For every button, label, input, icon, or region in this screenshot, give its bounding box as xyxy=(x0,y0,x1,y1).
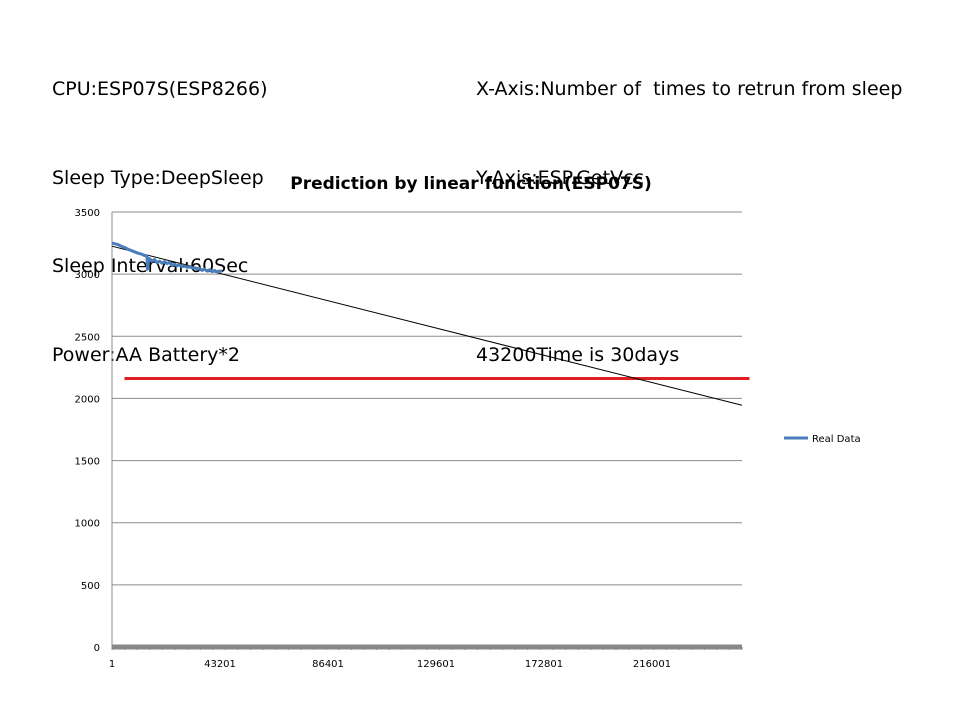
legend: Real Data xyxy=(784,434,861,445)
x-tick-label: 172801 xyxy=(525,659,563,670)
info-left: CPU:ESP07S(ESP8266) Sleep Type:DeepSleep… xyxy=(52,16,268,400)
info-x-axis: X-Axis:Number of times to retrun from sl… xyxy=(476,78,903,100)
x-tick-label: 129601 xyxy=(417,659,455,670)
info-duration: 43200Time is 30days xyxy=(476,343,680,366)
y-tick-labels: 0 500 1000 1500 2000 2500 3000 3500 xyxy=(75,208,100,654)
info-sleep-type: Sleep Type:DeepSleep xyxy=(52,166,264,189)
grid-lines xyxy=(111,211,743,650)
info-power: Power:AA Battery*2 xyxy=(52,343,240,366)
y-tick-label: 3000 xyxy=(75,270,100,281)
y-tick-label: 2000 xyxy=(75,394,100,405)
y-tick-label: 0 xyxy=(94,643,100,654)
x-tick-label: 43201 xyxy=(204,659,236,670)
x-tick-label: 1 xyxy=(109,659,115,670)
y-tick-label: 3500 xyxy=(75,208,100,219)
info-cpu: CPU:ESP07S(ESP8266) xyxy=(52,78,268,100)
y-tick-label: 2500 xyxy=(75,332,100,343)
x-tick-label: 86401 xyxy=(312,659,344,670)
legend-label: Real Data xyxy=(812,434,861,445)
x-tick-labels: 1 43201 86401 129601 172801 216001 xyxy=(109,659,671,670)
info-right: X-Axis:Number of times to retrun from sl… xyxy=(476,16,902,400)
plot-area xyxy=(111,241,750,650)
chart-title: Prediction by linear function(ESP07S) xyxy=(290,174,652,194)
y-tick-label: 1500 xyxy=(75,457,100,468)
y-tick-label: 1000 xyxy=(75,519,100,530)
x-tick-label: 216001 xyxy=(633,659,671,670)
y-tick-label: 500 xyxy=(81,581,100,592)
info-y-axis: Y-Axis:ESP.GetVcc xyxy=(476,166,644,189)
series-line-real-data xyxy=(111,241,223,274)
